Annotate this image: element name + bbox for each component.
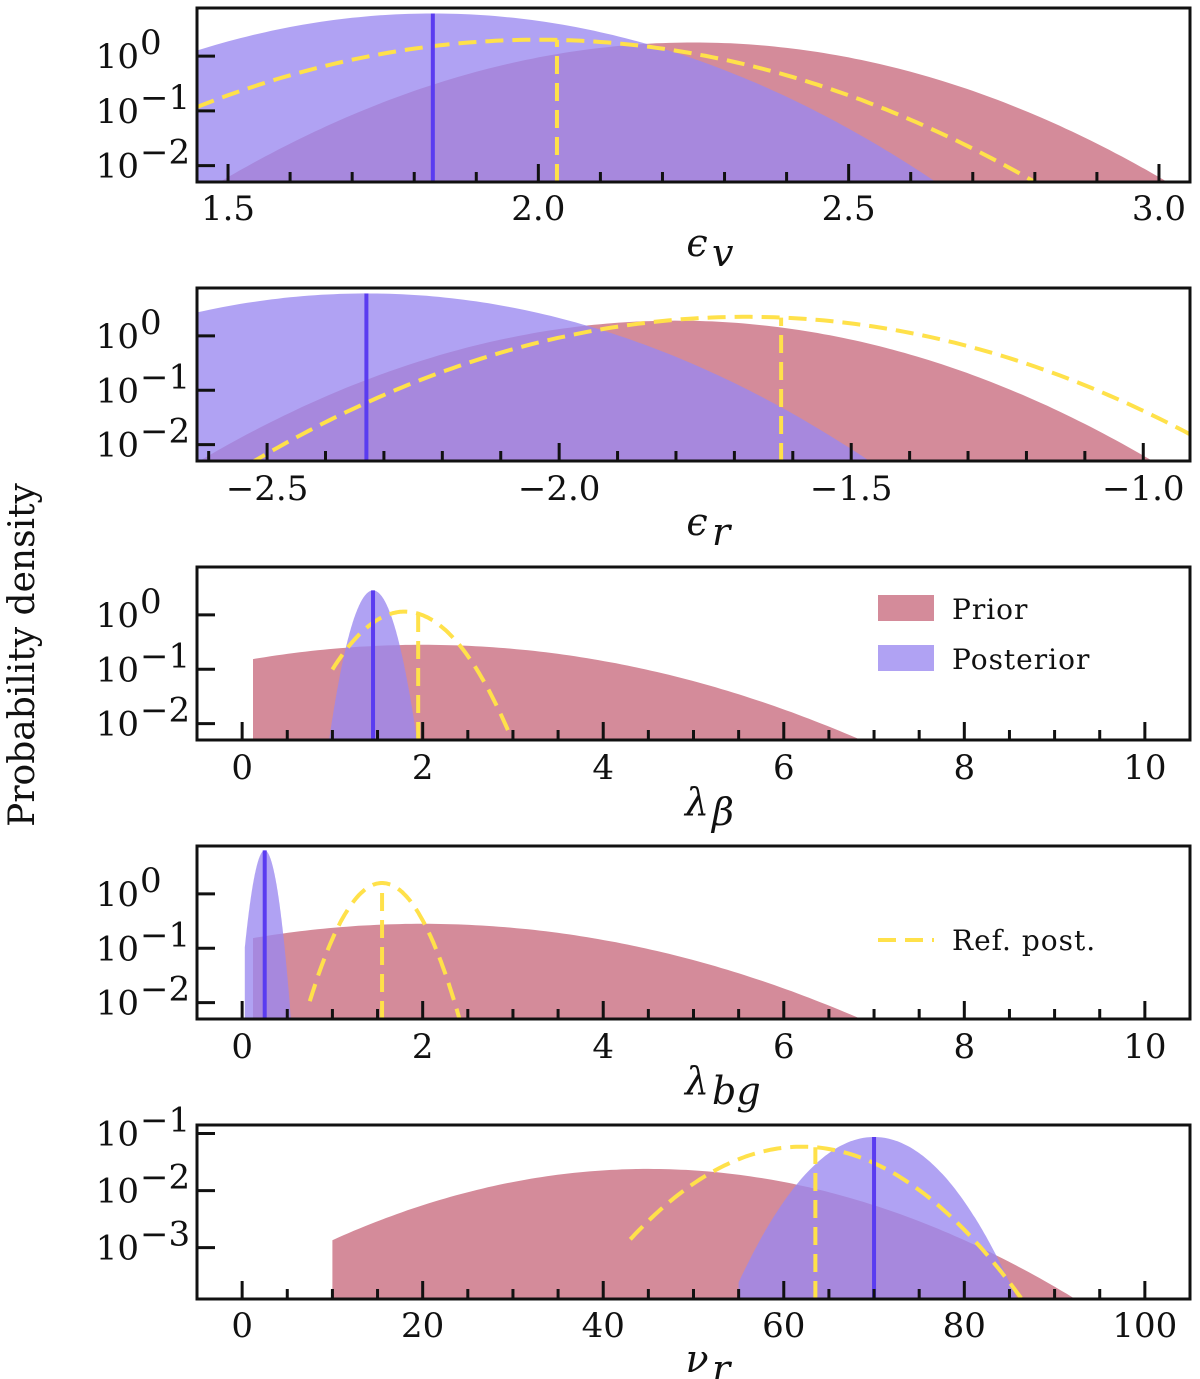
- panel-3-y-tick-label: 10: [96, 650, 139, 690]
- panel-1-x-tick-label: 3.0: [1132, 189, 1186, 229]
- panel-4-x-tick-label: 8: [953, 1027, 975, 1067]
- panel-2-y-tick-label: 10: [96, 426, 139, 466]
- legend-prior-swatch: [878, 595, 934, 621]
- panel-2-y-tick-label: 10: [96, 317, 139, 357]
- panel-3-plot: [253, 590, 861, 740]
- panel-5-x-tick-label: 0: [231, 1306, 253, 1346]
- y-axis-label: Probability density: [2, 482, 43, 826]
- panel-4-y-tick-exponent: −2: [140, 970, 190, 1010]
- panel-1-x-label: ϵ: [686, 221, 707, 265]
- panel-1-x-tick-label: 2.0: [511, 189, 565, 229]
- panel-2-x-tick-label: −2.0: [518, 469, 601, 509]
- panel-1-reference-curve: [197, 37, 1039, 182]
- panel-3-x-tick-label: 10: [1123, 748, 1166, 788]
- legend-posterior-label: Posterior: [952, 643, 1090, 676]
- panel-4-y-tick-label: 10: [96, 984, 139, 1024]
- panel-3-y-tick-label: 10: [96, 705, 139, 745]
- panel-3-y-tick-exponent: −1: [140, 636, 190, 676]
- panel-3-x-tick-label: 2: [412, 748, 434, 788]
- panel-2-x-tick-label: −1.5: [810, 469, 893, 509]
- panel-5-y-tick-exponent: −1: [140, 1101, 190, 1141]
- panel-4-y-tick-exponent: 0: [140, 861, 162, 901]
- panel-1-y-tick-label: 10: [96, 92, 139, 132]
- panel-2-y-tick-label: 10: [96, 371, 139, 411]
- panel-3-x-label: λ: [683, 780, 709, 824]
- panel-4-x-tick-label: 2: [412, 1027, 434, 1067]
- panel-5-y-tick-label: 10: [96, 1172, 139, 1212]
- panel-2-y-tick-exponent: −2: [140, 412, 190, 452]
- panel-4-x-tick-label: 10: [1123, 1027, 1166, 1067]
- panel-2-y-tick-exponent: −1: [140, 357, 190, 397]
- panel-5-x-tick-label: 60: [762, 1306, 805, 1346]
- panel-5-x-tick-label: 20: [401, 1306, 444, 1346]
- panel-5-plot: [332, 1136, 1076, 1299]
- panel-2-y-tick-exponent: 0: [140, 303, 162, 343]
- panel-4-y-tick-label: 10: [96, 929, 139, 969]
- panel-1-y-tick-exponent: 0: [140, 23, 162, 63]
- panel-1-y-tick-exponent: −1: [140, 78, 190, 118]
- panel-1-x-tick-label: 1.5: [201, 189, 255, 229]
- panel-5-y-tick-label: 10: [96, 1115, 139, 1155]
- panel-3-y-tick-label: 10: [96, 596, 139, 636]
- panel-4-prior-area: [253, 923, 861, 1019]
- panel-2-x-tick-label: −1.0: [1102, 469, 1185, 509]
- panel-3-y-tick-exponent: 0: [140, 582, 162, 622]
- panel-1-y-tick-exponent: −2: [140, 133, 190, 173]
- panel-3-x-tick-label: 0: [231, 748, 253, 788]
- panel-1-y-tick-label: 10: [96, 37, 139, 77]
- panel-5-x-tick-label: 80: [943, 1306, 986, 1346]
- panel-4-x-tick-label: 6: [773, 1027, 795, 1067]
- panel-1-y-tick-label: 10: [96, 147, 139, 187]
- panel-4-x-tick-label: 4: [592, 1027, 614, 1067]
- panel-4-posterior-area: [244, 850, 291, 1019]
- panel-4-y-tick-label: 10: [96, 875, 139, 915]
- panel-2-x-tick-label: −2.5: [226, 469, 309, 509]
- legend-ref-label: Ref. post.: [952, 924, 1096, 957]
- legend-posterior-swatch: [878, 645, 934, 671]
- panel-5-x-tick-label: 40: [582, 1306, 625, 1346]
- panel-5-posterior-area: [738, 1137, 1018, 1299]
- panel-2-reference-curve: [250, 314, 1190, 461]
- panel-1-plot: [197, 13, 1168, 182]
- panel-4-x-label-subscript: bg: [712, 1069, 761, 1113]
- panel-5-x-tick-label: 100: [1112, 1306, 1177, 1346]
- panel-3-x-tick-label: 4: [592, 748, 614, 788]
- panel-3-x-tick-label: 8: [953, 748, 975, 788]
- panel-5-y-tick-label: 10: [96, 1229, 139, 1269]
- legend-prior-label: Prior: [952, 593, 1028, 626]
- panel-4-x-tick-label: 0: [231, 1027, 253, 1067]
- panel-2-plot: [197, 293, 1190, 461]
- panel-5-x-label: ν: [685, 1337, 708, 1379]
- panel-1-frame: [195, 6, 1192, 184]
- panel-5-y-tick-exponent: −3: [140, 1215, 190, 1255]
- panel-4-y-tick-exponent: −1: [140, 915, 190, 955]
- panel-2-x-label: ϵ: [686, 500, 707, 544]
- panel-3-x-label-subscript: β: [710, 790, 734, 834]
- panel-4-reference-curve: [307, 881, 462, 1019]
- panel-3-x-tick-label: 6: [773, 748, 795, 788]
- panel-1-x-tick-label: 2.5: [822, 189, 876, 229]
- panel-2-frame: [195, 286, 1192, 463]
- panel-5-x-label-subscript: r: [712, 1347, 733, 1379]
- panel-4-x-label: λ: [683, 1059, 709, 1103]
- panel-3-y-tick-exponent: −2: [140, 691, 190, 731]
- panel-1-x-label-subscript: v: [712, 231, 734, 275]
- panel-4-plot: [244, 850, 861, 1019]
- panel-5-reference-curve: [628, 1144, 1025, 1299]
- panel-5-y-tick-exponent: −2: [140, 1158, 190, 1198]
- panel-3-reference-curve: [330, 609, 515, 740]
- panel-2-x-label-subscript: r: [712, 510, 733, 554]
